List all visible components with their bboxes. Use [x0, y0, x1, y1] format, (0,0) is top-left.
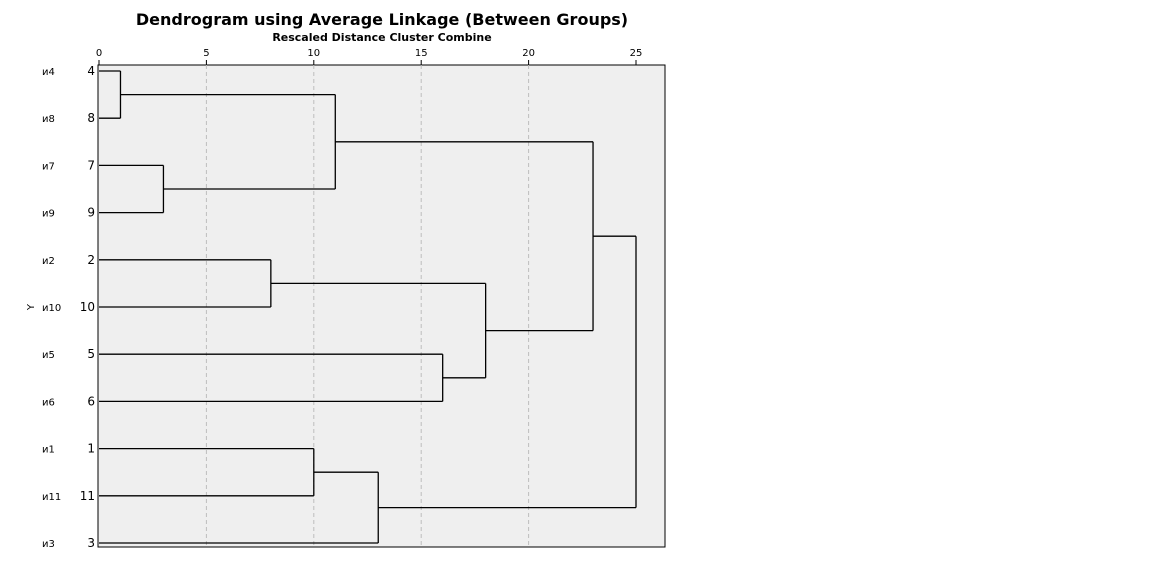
x-tick-label: 0 [96, 48, 102, 59]
plot-area [97, 64, 666, 548]
leaf-name-label: и4 [42, 67, 55, 78]
leaf-name-label: и9 [42, 209, 55, 220]
leaf-name-label: и8 [42, 114, 55, 125]
leaf-name-label: и5 [42, 350, 55, 361]
leaf-case-label: 11 [80, 489, 95, 503]
x-tick-label: 25 [630, 48, 643, 59]
leaf-case-label: 1 [87, 442, 95, 456]
leaf-name-label: и7 [42, 161, 55, 172]
leaf-case-label: 4 [87, 64, 95, 78]
leaf-case-label: 10 [80, 300, 95, 314]
leaf-name-label: и3 [42, 539, 55, 550]
leaf-case-label: 2 [87, 253, 95, 267]
leaf-case-label: 6 [87, 394, 95, 408]
leaf-case-label: 3 [87, 536, 95, 550]
dendrogram-tree [99, 70, 637, 544]
leaf-name-label: и1 [42, 445, 55, 456]
leaf-name-label: и10 [42, 303, 61, 314]
x-tick-label: 20 [522, 48, 535, 59]
leaf-case-label: 8 [87, 111, 95, 125]
leaf-case-label: 7 [87, 158, 95, 172]
leaf-case-label: 5 [87, 347, 95, 361]
leaf-name-label: и11 [42, 492, 61, 503]
x-tick-label: 5 [203, 48, 209, 59]
x-tick-label: 10 [307, 48, 320, 59]
x-axis-label: Rescaled Distance Cluster Combine [272, 31, 491, 44]
x-tick-label: 15 [415, 48, 428, 59]
chart-title: Dendrogram using Average Linkage (Betwee… [136, 10, 628, 29]
x-axis-ticks: 0 5 10 15 20 25 [96, 48, 643, 65]
leaf-name-label: и6 [42, 397, 55, 408]
y-axis-label: Y [26, 303, 37, 311]
leaf-name-label: и2 [42, 256, 55, 267]
leaf-case-label: 9 [87, 206, 95, 220]
